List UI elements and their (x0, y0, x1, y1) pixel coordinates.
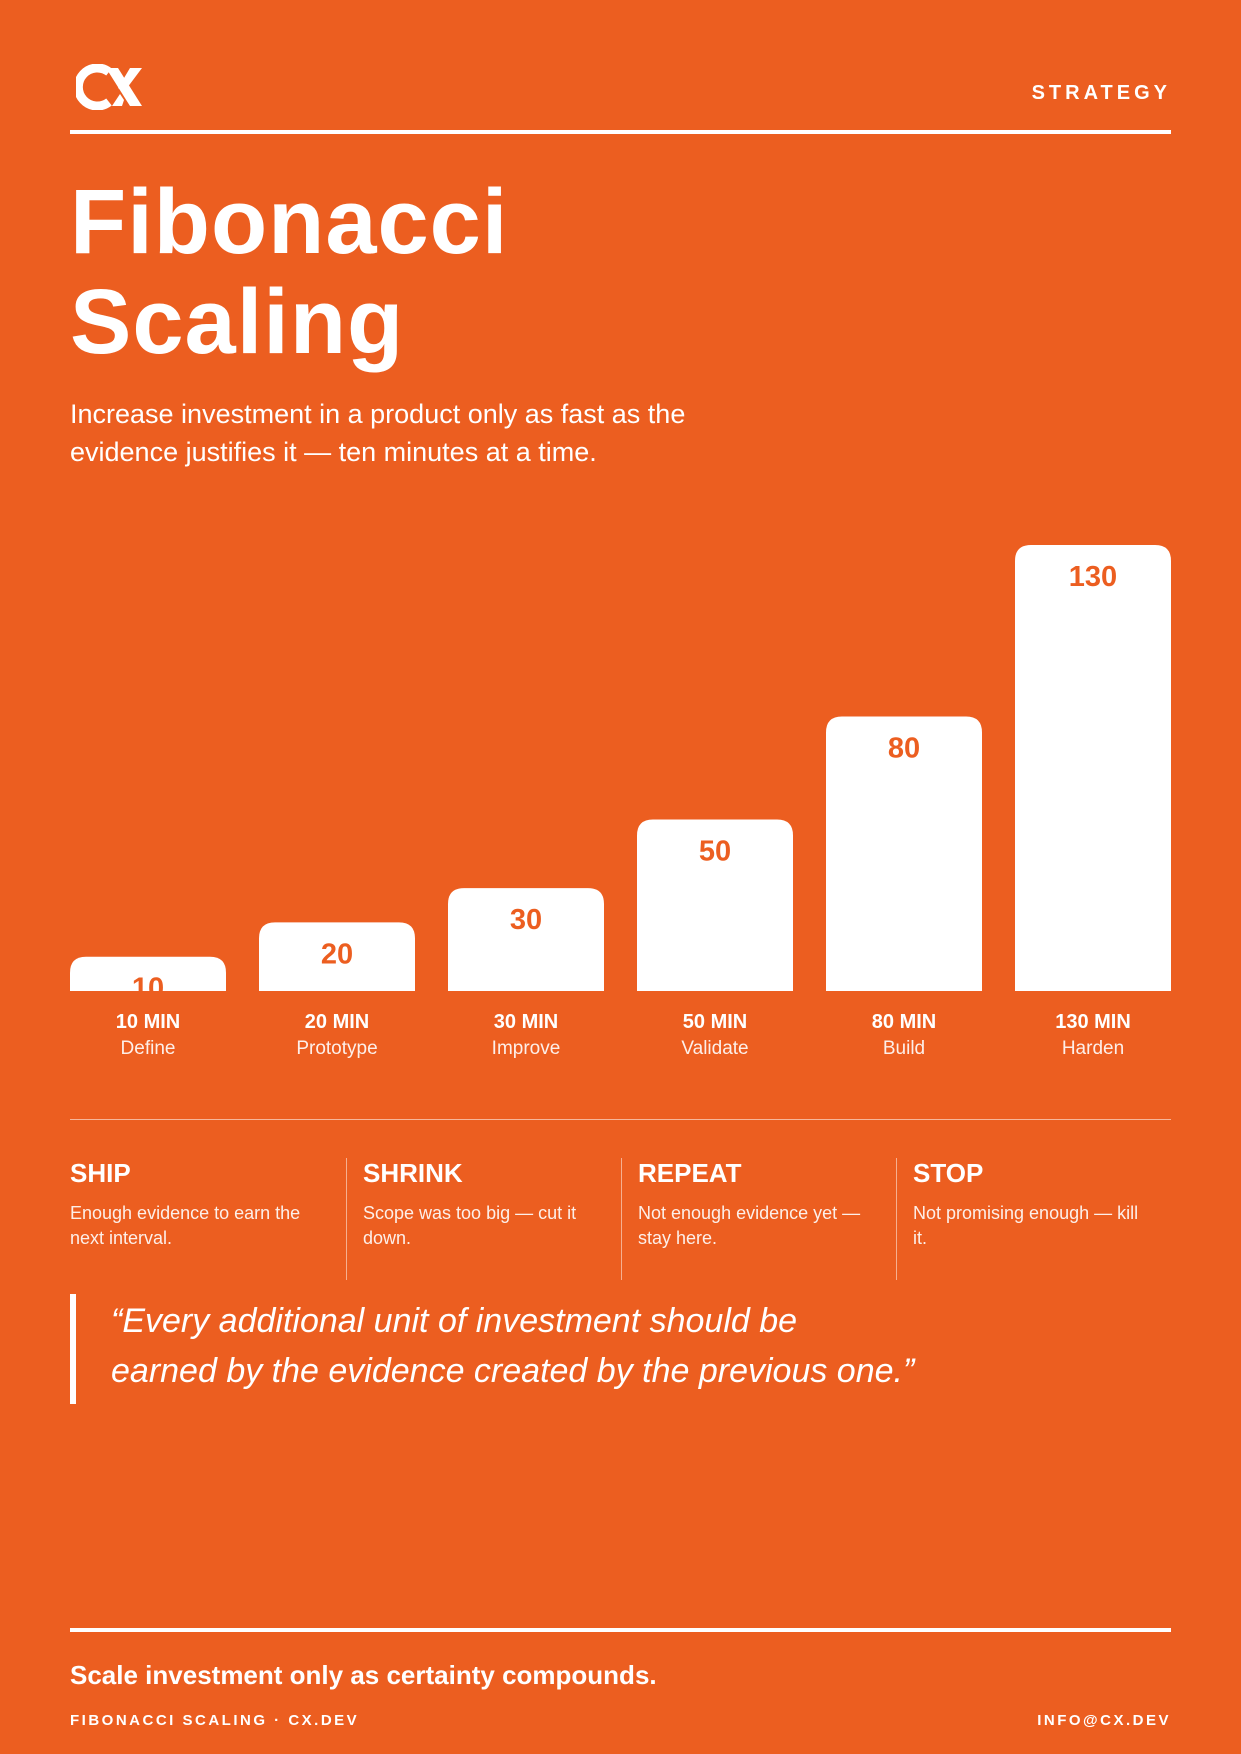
bar-improve (448, 888, 604, 991)
outcome-text: Scope was too big — cut it down. (363, 1203, 577, 1248)
outcome-repeat: REPEAT Not enough evidence yet — stay he… (621, 1158, 896, 1280)
category-tag: STRATEGY (1031, 82, 1171, 104)
cx-logo (76, 64, 142, 110)
page-title: Fibonacci Scaling (70, 172, 508, 372)
contact-link[interactable]: INFO@CX.DEV (1037, 1712, 1171, 1729)
bar-category-label: Prototype (296, 1038, 377, 1059)
quote-line-2: earned by the evidence created by the pr… (111, 1352, 915, 1390)
bar-time-label: 80 MIN (872, 1011, 936, 1033)
bar-define (70, 956, 226, 991)
outcome-text: Not promising enough — kill it. (913, 1203, 1139, 1248)
outcome-title: STOP (913, 1158, 984, 1188)
bar-value-label: 30 (510, 904, 542, 936)
section-divider (70, 1119, 1171, 1120)
title-line-2: Scaling (70, 271, 405, 373)
footer-tagline: Scale investment only as certainty compo… (70, 1660, 657, 1690)
bar-build (826, 716, 982, 991)
bar-category-label: Improve (492, 1038, 561, 1059)
pull-quote: “Every additional unit of investment sho… (70, 1294, 1011, 1404)
bar-time-label: 30 MIN (494, 1011, 558, 1033)
bar-category-label: Harden (1062, 1038, 1124, 1059)
outcome-text: Enough evidence to earn the next interva… (70, 1203, 301, 1248)
bar-prototype (259, 922, 415, 991)
bar-value-label: 10 (132, 973, 164, 1005)
quote-line-1: “Every additional unit of investment sho… (111, 1302, 798, 1340)
bar-category-label: Define (121, 1038, 176, 1059)
outcome-title: REPEAT (638, 1158, 742, 1188)
outcome-ship: SHIP Enough evidence to earn the next in… (70, 1158, 346, 1280)
outcome-stop: STOP Not promising enough — kill it. (896, 1158, 1171, 1280)
bar-harden (1015, 545, 1171, 991)
bar-time-label: 50 MIN (683, 1011, 747, 1033)
footer-rule (70, 1628, 1171, 1632)
bar-value-label: 20 (321, 938, 353, 970)
page-subtitle: Increase investment in a product only as… (70, 395, 750, 471)
bar-value-label: 80 (888, 733, 920, 765)
bar-validate (637, 819, 793, 991)
bar-category-label: Build (883, 1038, 925, 1059)
bar-value-label: 130 (1069, 561, 1117, 593)
outcome-title: SHIP (70, 1158, 131, 1188)
outcome-title: SHRINK (363, 1158, 463, 1188)
outcome-shrink: SHRINK Scope was too big — cut it down. (346, 1158, 621, 1280)
outcomes-grid: SHIP Enough evidence to earn the next in… (70, 1158, 1171, 1280)
title-line-1: Fibonacci (70, 171, 509, 273)
subtitle-line-1: Increase investment in a product only as… (70, 399, 686, 429)
outcome-text: Not enough evidence yet — stay here. (638, 1203, 861, 1248)
bar-time-label: 20 MIN (305, 1011, 369, 1033)
bar-time-label: 130 MIN (1055, 1011, 1131, 1033)
bar-value-label: 50 (699, 835, 731, 867)
subtitle-line-2: evidence justifies it — ten minutes at a… (70, 437, 597, 467)
header-rule (70, 130, 1171, 134)
fibonacci-bar-chart: 10 10 MIN Define 20 20 MIN Prototype 30 30 MIN I… (70, 545, 1171, 1059)
footer-credit: FIBONACCI SCALING · CX.DEV (70, 1712, 360, 1729)
bar-category-label: Validate (681, 1038, 748, 1059)
bar-time-label: 10 MIN (116, 1011, 180, 1033)
